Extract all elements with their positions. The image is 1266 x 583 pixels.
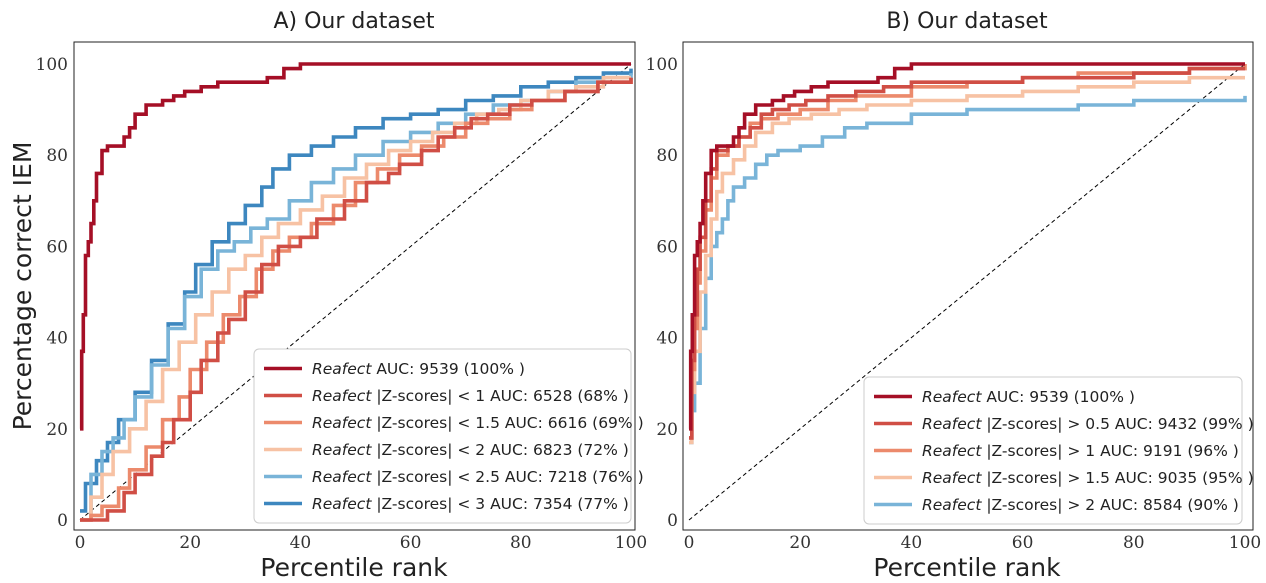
panel-b-legend-label-3: Reafect |Z-scores| > 1 AUC: 9191 (96% ) [922, 442, 1239, 460]
panel-a-x-ticks: 0 20 40 60 80 100 [75, 533, 648, 553]
panel-a-legend-label-italic-1: Reafect [312, 360, 372, 378]
panel-b-legend-label-5: Reafect |Z-scores| > 2 AUC: 8584 (90% ) [922, 496, 1239, 514]
panel-b-series-line-1 [688, 62, 1245, 431]
panel-a-legend-label-text-1: AUC: 9539 (100% ) [371, 360, 525, 378]
panel-a-legend-label-italic-3: Reafect [312, 414, 372, 432]
panel-b-plot-frame [682, 41, 1254, 531]
panel-a-legend-label-4: Reafect |Z-scores| < 2 AUC: 6823 (72% ) [312, 441, 629, 459]
panel-b-x-tick-0: 0 [684, 533, 695, 553]
panel-b-legend-label-2: Reafect |Z-scores| > 0.5 AUC: 9432 (99% … [922, 415, 1254, 433]
panel-b-legend-label-italic-1: Reafect [922, 388, 982, 406]
panel-b-xlabel: Percentile rank [873, 553, 1061, 582]
panel-b-legend-label-italic-4: Reafect [922, 469, 982, 487]
panel-a-y-ticks: 0 20 40 60 80 100 [36, 55, 68, 531]
figure-ylabel: Percentage correct IEM [8, 142, 37, 431]
panel-b-y-tick-80: 80 [656, 146, 678, 166]
panel-b-y-tick-60: 60 [656, 237, 678, 257]
panel-b-legend-label-4: Reafect |Z-scores| > 1.5 AUC: 9035 (95% … [922, 469, 1254, 487]
panel-b-series-line-2 [689, 66, 1245, 440]
panel-b-y-tick-100: 100 [646, 55, 678, 75]
panel-b-legend-label-italic-2: Reafect [922, 415, 982, 433]
panel-b-x-tick-60: 60 [1012, 533, 1034, 553]
panel-a-series-line-2 [80, 77, 633, 522]
panel-a-legend-label-italic-2: Reafect [312, 387, 372, 405]
panel-a-legend-label-italic-5: Reafect [312, 468, 372, 486]
panel-b-y-ticks: 0 20 40 60 80 100 [646, 55, 678, 531]
panel-b-x-tick-80: 80 [1123, 533, 1145, 553]
panel-b: B) Our dataset Percentile rank 0 20 40 60 80… [646, 9, 1262, 582]
panel-b-legend-label-italic-3: Reafect [922, 442, 982, 460]
panel-a-x-tick-100: 100 [615, 533, 647, 553]
panel-b-x-tick-40: 40 [901, 533, 923, 553]
panel-a-plot-frame [73, 41, 636, 531]
panel-b-y-tick-0: 0 [667, 511, 678, 531]
panel-b-x-tick-100: 100 [1229, 533, 1261, 553]
panel-a-y-tick-60: 60 [46, 237, 68, 257]
panel-a-xlabel: Percentile rank [260, 553, 448, 582]
panel-a-y-tick-100: 100 [36, 55, 68, 75]
panel-a-x-tick-80: 80 [510, 533, 532, 553]
panel-b-legend-label-1: Reafect AUC: 9539 (100% ) [922, 388, 1135, 406]
panel-a-legend-label-text-6: |Z-scores| < 3 AUC: 7354 (77% ) [371, 495, 628, 513]
panel-b-reference-diagonal [688, 63, 1246, 521]
panel-b-y-tick-20: 20 [656, 420, 678, 440]
panel-a-legend-label-text-2: |Z-scores| < 1 AUC: 6528 (68% ) [371, 387, 628, 405]
panel-b-legend-box [863, 376, 1243, 525]
panel-a-legend-label-1: Reafect AUC: 9539 (100% ) [312, 360, 525, 378]
panel-b-legend-label-text-2: |Z-scores| > 0.5 AUC: 9432 (99% ) [981, 415, 1253, 433]
panel-a-x-tick-40: 40 [290, 533, 312, 553]
panel-a-series [79, 62, 633, 522]
panel-b-legend-label-text-5: |Z-scores| > 2 AUC: 8584 (90% ) [981, 496, 1238, 514]
panel-a-y-tick-0: 0 [57, 511, 68, 531]
panel-a-legend-label-3: Reafect |Z-scores| < 1.5 AUC: 6616 (69% … [312, 414, 644, 432]
panel-a-legend-label-italic-4: Reafect [312, 441, 372, 459]
panel-a-legend-label-2: Reafect |Z-scores| < 1 AUC: 6528 (68% ) [312, 387, 629, 405]
panel-a-x-tick-60: 60 [400, 533, 422, 553]
panel-a: A) Our dataset Percentile rank 0 20 40 60 80… [36, 9, 648, 582]
panel-b-series [688, 62, 1247, 521]
panel-a-y-tick-80: 80 [46, 146, 68, 166]
panel-b-series-line-5 [689, 95, 1247, 445]
panel-b-title: B) Our dataset [886, 9, 1048, 34]
panel-b-legend-label-italic-5: Reafect [922, 496, 982, 514]
panel-a-legend-label-6: Reafect |Z-scores| < 3 AUC: 7354 (77% ) [312, 495, 629, 513]
panel-a-series-line-3 [80, 77, 633, 522]
panel-b-x-ticks: 0 20 40 60 80 100 [684, 533, 1262, 553]
panel-a-legend-label-text-3: |Z-scores| < 1.5 AUC: 6616 (69% ) [371, 414, 643, 432]
panel-b-legend-label-text-4: |Z-scores| > 1.5 AUC: 9035 (95% ) [981, 469, 1253, 487]
panel-a-x-tick-20: 20 [179, 533, 201, 553]
panel-a-y-tick-40: 40 [46, 329, 68, 349]
panel-b-legend-label-text-1: AUC: 9539 (100% ) [981, 388, 1135, 406]
panel-a-legend-label-italic-6: Reafect [312, 495, 372, 513]
panel-a-legend-label-text-4: |Z-scores| < 2 AUC: 6823 (72% ) [371, 441, 628, 459]
panel-b-y-tick-40: 40 [656, 329, 678, 349]
panel-a-x-tick-0: 0 [75, 533, 86, 553]
panel-a-legend-label-5: Reafect |Z-scores| < 2.5 AUC: 7218 (76% … [312, 468, 644, 486]
panel-a-legend-box [253, 348, 632, 524]
panel-a-legend: Reafect AUC: 9539 (100% )Reafect |Z-scor… [253, 348, 644, 524]
panel-b-legend: Reafect AUC: 9539 (100% )Reafect |Z-scor… [863, 376, 1254, 525]
panel-b-legend-label-text-3: |Z-scores| > 1 AUC: 9191 (96% ) [981, 442, 1238, 460]
panel-a-series-line-4 [80, 75, 631, 522]
panel-b-series-line-4 [689, 75, 1245, 445]
panel-a-y-tick-20: 20 [46, 420, 68, 440]
panel-a-legend-label-text-5: |Z-scores| < 2.5 AUC: 7218 (76% ) [371, 468, 643, 486]
panel-a-title: A) Our dataset [273, 9, 434, 34]
panel-a-series-line-1 [79, 62, 631, 431]
panel-b-x-tick-20: 20 [789, 533, 811, 553]
